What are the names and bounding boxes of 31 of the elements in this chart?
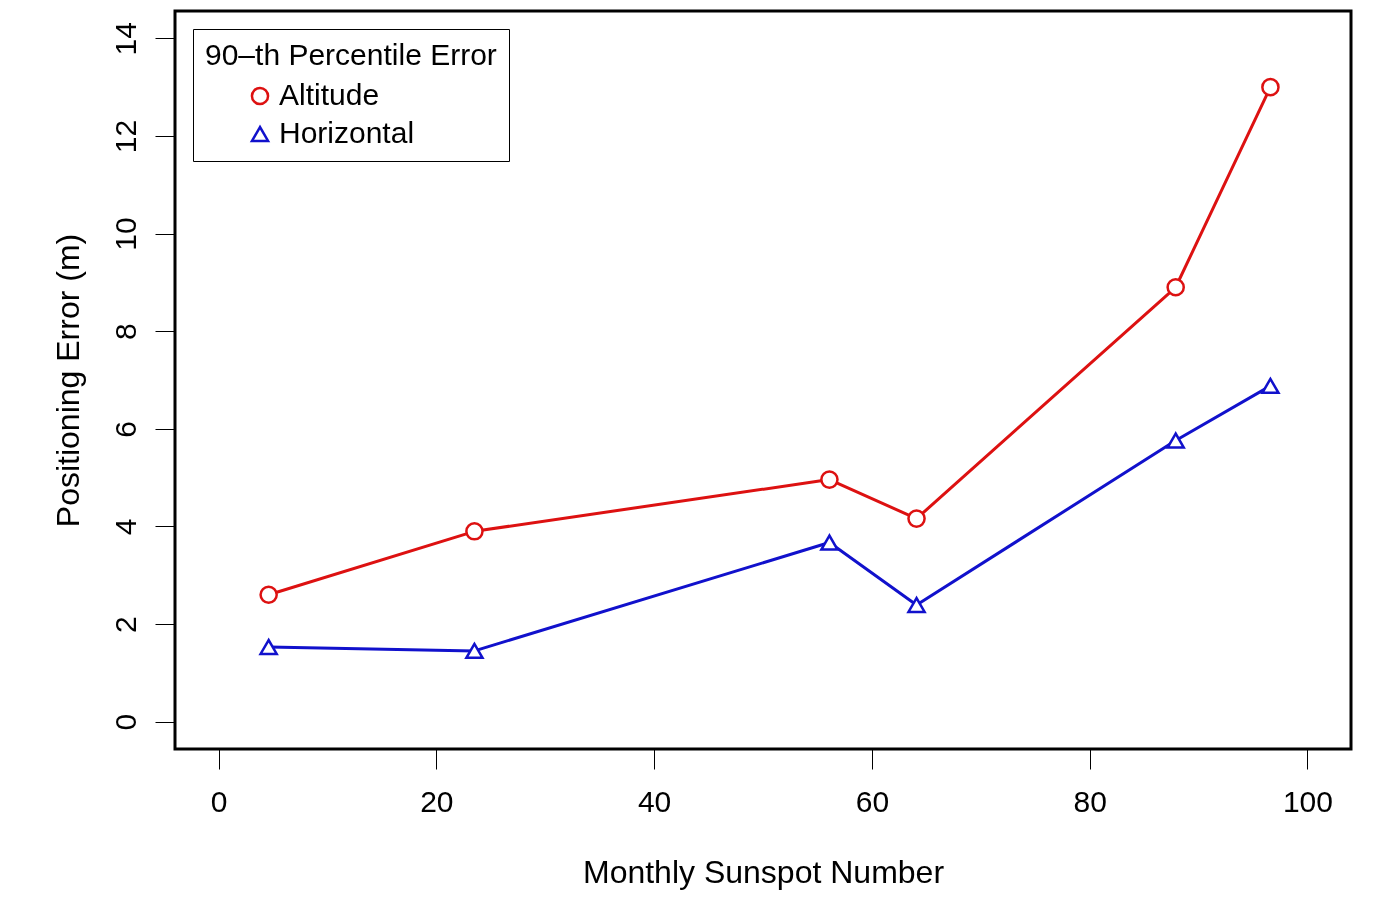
point	[259, 638, 278, 656]
point	[907, 509, 926, 528]
y-tick-label: 6	[108, 420, 142, 438]
y-tick-label: 4	[108, 518, 142, 536]
y-tick-label: 2	[108, 616, 142, 633]
point	[820, 470, 839, 489]
point	[820, 534, 839, 551]
y-tick-label: 0	[108, 713, 142, 731]
y-tick-label: 12	[108, 119, 142, 154]
point	[465, 642, 484, 660]
point	[907, 596, 926, 614]
legend-title: 90–th Percentile Error	[205, 38, 497, 71]
x-tick-label: 0	[210, 784, 228, 818]
point	[465, 522, 484, 541]
x-tick-label: 40	[637, 784, 672, 818]
point	[1166, 277, 1185, 297]
x-tick-label: 60	[855, 784, 890, 818]
legend-label: Horizontal	[279, 116, 415, 149]
y-axis-title: Positioning Error (m)	[49, 233, 86, 528]
point	[1261, 77, 1280, 97]
y-tick-label: 14	[108, 22, 142, 56]
point	[1166, 432, 1185, 449]
x-tick-label: 20	[420, 784, 454, 818]
x-tick-label: 100	[1282, 784, 1333, 818]
y-tick-label: 10	[108, 217, 142, 251]
point	[1261, 377, 1280, 395]
x-axis-title: Monthly Sunspot Number	[582, 853, 945, 890]
legend-label: Altitude	[279, 78, 380, 111]
point	[259, 585, 278, 605]
y-tick-label: 8	[108, 323, 142, 341]
x-tick-label: 80	[1073, 784, 1107, 818]
